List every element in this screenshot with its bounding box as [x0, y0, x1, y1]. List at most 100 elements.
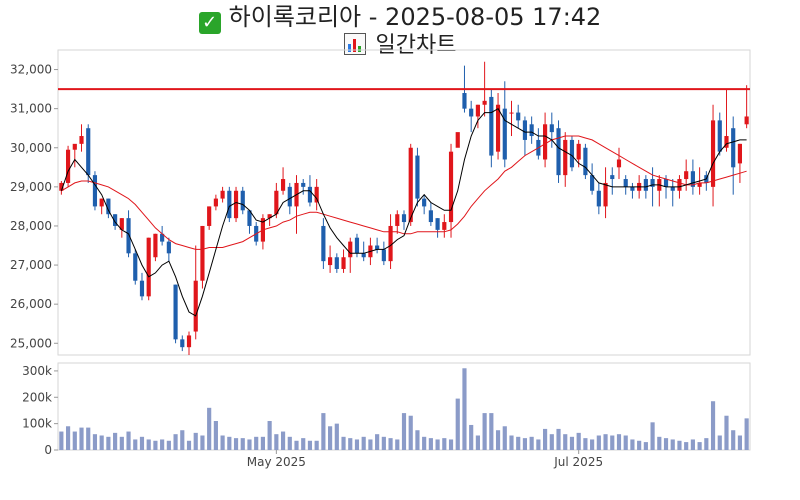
volume-bar [254, 436, 259, 450]
volume-bar [301, 438, 306, 450]
candle-body [173, 284, 178, 340]
volume-bar [166, 440, 171, 450]
volume-bar [146, 439, 151, 450]
volume-bar [267, 421, 272, 450]
candle-body [307, 186, 313, 203]
volume-bar [502, 426, 507, 450]
candle-body [717, 120, 722, 152]
candle-body [220, 190, 225, 199]
volume-tick-label: 0 [44, 443, 52, 457]
price-tick-label: 30,000 [10, 141, 52, 155]
candle-body [697, 182, 702, 187]
candle-body [737, 143, 743, 164]
volume-bar [690, 439, 695, 450]
volume-bar [489, 413, 494, 450]
volume-bar [731, 430, 736, 450]
volume-bar [529, 436, 534, 450]
volume-bar [401, 413, 407, 450]
candle-body [603, 182, 608, 207]
volume-bar [469, 424, 474, 450]
volume-bars [59, 368, 749, 450]
candle-body [160, 233, 165, 242]
volume-bar [482, 413, 487, 450]
candle-body [462, 93, 467, 109]
candle-body [314, 186, 319, 203]
candle-body [153, 233, 158, 258]
chart-title-text: 하이록코리아 - 2025-08-05 17:42 [228, 3, 602, 31]
candle-body [113, 214, 118, 226]
volume-bar [139, 436, 145, 450]
volume-bar [623, 435, 628, 450]
candle-body [274, 190, 279, 215]
volume-bar [428, 438, 433, 450]
candle-body [186, 335, 192, 348]
volume-bar [227, 436, 232, 450]
volume-bar [314, 440, 319, 450]
candle-body [442, 222, 447, 230]
candle-body [677, 179, 682, 191]
candle-body [630, 186, 635, 191]
volume-bar [354, 439, 360, 450]
candle-body [469, 108, 474, 117]
candle-body [495, 104, 501, 152]
candle-body [213, 198, 218, 207]
candle-body [240, 190, 245, 211]
volume-bar [133, 439, 138, 450]
volume-bar [495, 430, 501, 450]
candle-body [516, 112, 521, 121]
candle-body [529, 124, 534, 137]
candle-body [583, 147, 588, 176]
candle-body [623, 179, 628, 187]
candle-body [435, 218, 440, 230]
price-tick-label: 28,000 [10, 219, 52, 233]
volume-bar [576, 432, 581, 450]
candle-body [126, 218, 131, 254]
volume-bar [280, 431, 286, 450]
price-panel: 25,000 26,000 27,000 28,000 29,000 30,000 31,0… [10, 49, 751, 356]
ma20-line [61, 135, 747, 250]
volume-bar [186, 440, 192, 450]
candle-body [119, 218, 124, 230]
volume-bar [684, 442, 689, 450]
volume-bar [556, 428, 561, 450]
volume-bar [663, 438, 669, 450]
candle-body [348, 241, 353, 258]
volume-bar [737, 435, 743, 450]
volume-bar [670, 439, 675, 450]
volume-panel: 0 100k 200k 300k May 2025 Jul 2025 [22, 362, 751, 469]
volume-bar [92, 434, 98, 450]
volume-bar [435, 439, 440, 450]
candle-body [489, 96, 494, 156]
volume-bar [408, 415, 413, 450]
volume-bar [86, 427, 91, 450]
volume-bar [126, 431, 131, 450]
candle-body [576, 143, 581, 160]
volume-bar [522, 438, 528, 450]
volume-bar [448, 439, 454, 450]
volume-bar [294, 440, 299, 450]
candle-body [590, 175, 595, 191]
volume-bar [442, 438, 447, 450]
volume-bar [744, 418, 749, 450]
volume-bar [240, 438, 245, 450]
volume-bar [657, 436, 662, 450]
volume-tick-label: 300k [22, 364, 52, 378]
volume-bar [610, 435, 615, 450]
candle-body [684, 171, 689, 180]
candle-body [287, 186, 292, 207]
volume-bar [321, 413, 326, 450]
volume-bar [549, 434, 554, 450]
candle-body [549, 124, 554, 133]
volume-tick-label: 100k [22, 417, 52, 431]
volume-bar [536, 439, 541, 450]
volume-bar [65, 426, 71, 450]
chart-subtitle-text: 일간차트 [375, 33, 457, 58]
price-axis: 25,000 26,000 27,000 28,000 29,000 30,000 31,0… [10, 63, 58, 350]
candle-body [610, 175, 615, 180]
candle-body [408, 147, 413, 223]
volume-bar [717, 435, 722, 450]
volume-bar [630, 439, 635, 450]
candle-body [341, 257, 346, 269]
date-tick-label: May 2025 [247, 455, 306, 469]
volume-bar [368, 439, 373, 450]
